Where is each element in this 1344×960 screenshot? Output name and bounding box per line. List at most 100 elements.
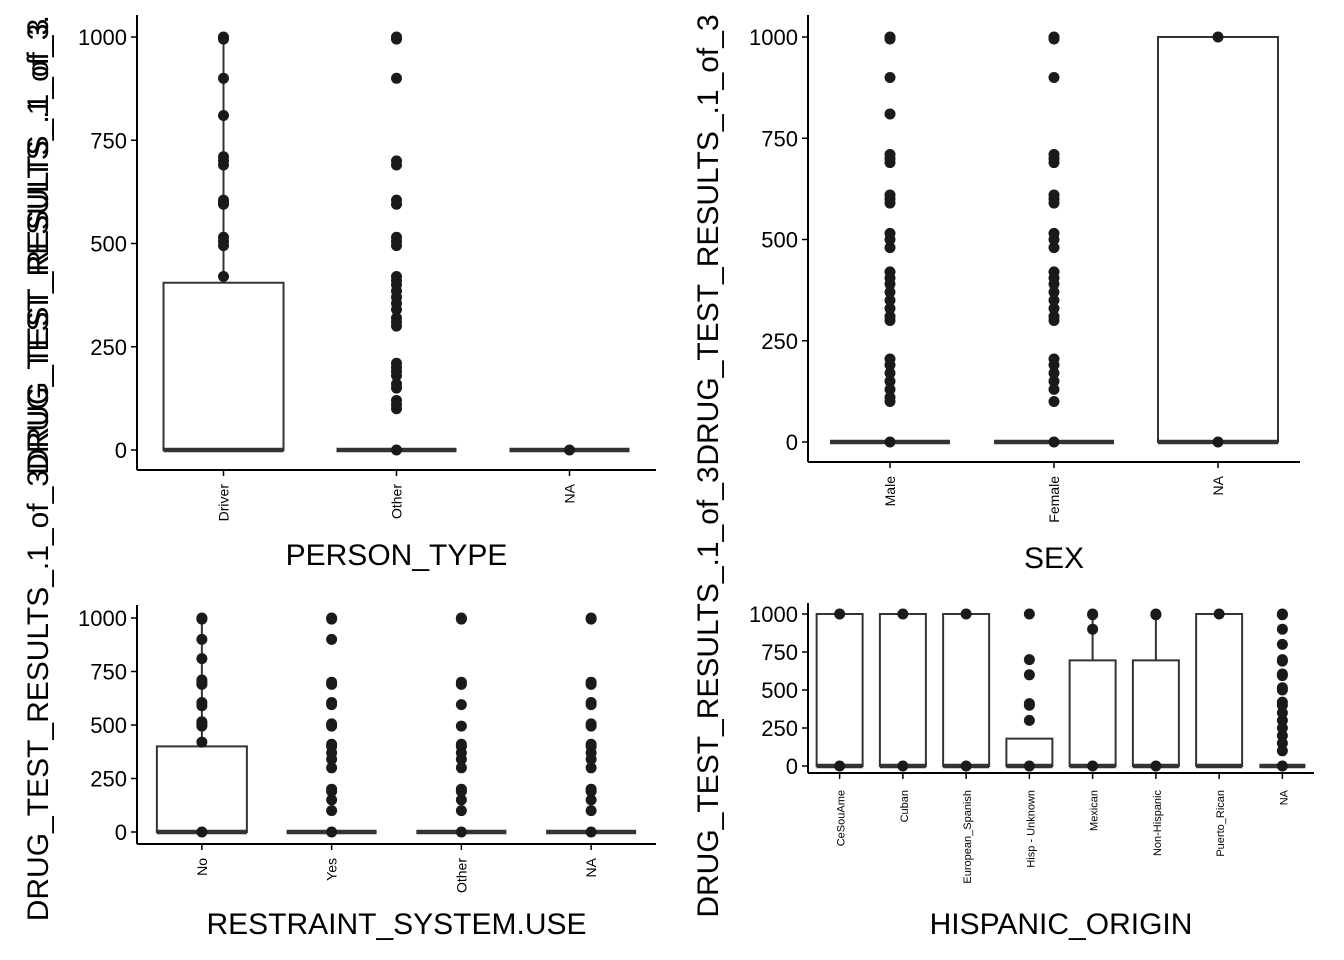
box-body (162, 281, 285, 451)
box-puerto-rican (1195, 608, 1244, 769)
outlier-point (960, 608, 972, 620)
x-tick-label: NA (1278, 789, 1290, 805)
outlier-point (196, 697, 208, 709)
y-axis-title: DRUG_TEST_RESULTS_.1_of_3. (22, 15, 55, 475)
box-body (1068, 659, 1117, 767)
x-tick-label: No (194, 858, 210, 876)
x-tick-label: CeSouAme (836, 790, 848, 846)
x-tick-label: Puerto_Rican (1215, 790, 1227, 857)
x-tick-label: Other (453, 858, 469, 893)
outlier-point (564, 444, 575, 456)
outlier-point (196, 674, 208, 686)
x-tick-label: Cuban (899, 790, 911, 822)
outlier-point (218, 271, 229, 283)
outlier-point (1048, 294, 1060, 306)
outlier-point (391, 155, 402, 167)
outlier-point (455, 762, 467, 774)
panel-hispanic-origin: 0 250 500 750 1000 CeSouAme Cuban European_Span… (692, 466, 1314, 941)
x-tick-label: Mexican (1089, 790, 1101, 831)
y-tick-label: 750 (90, 128, 127, 153)
outlier-point (391, 444, 402, 456)
outlier-point (585, 718, 597, 730)
x-tick-label: Non-Hispanic (1152, 790, 1164, 857)
y-tick-label: 0 (115, 820, 127, 845)
x-tick-label: Other (389, 484, 405, 519)
outlier-point (326, 676, 338, 688)
outlier-point (1048, 375, 1060, 387)
y-axis-title: DRUG_TEST_RESULTS_.1_of_3DRUG_TEST_RESUL… (22, 19, 55, 922)
outlier-point (326, 612, 338, 624)
outlier-point (391, 394, 402, 406)
x-axis-title: RESTRAINT_SYSTEM.USE (206, 908, 586, 941)
outlier-point (218, 72, 229, 84)
y-tick-label: 750 (90, 660, 127, 685)
outlier-point (897, 760, 909, 772)
box-male (830, 31, 950, 448)
outlier-point (1048, 302, 1060, 314)
outlier-point (1276, 668, 1288, 680)
outlier-point (585, 783, 597, 795)
outlier-point (326, 794, 338, 806)
outlier-point (1023, 654, 1035, 666)
outlier-point (1048, 286, 1060, 298)
outlier-point (391, 31, 402, 43)
x-tick-label: Yes (324, 858, 340, 881)
outlier-point (218, 109, 229, 121)
outlier-point (455, 720, 467, 732)
outlier-point (884, 148, 896, 160)
y-tick-label: 1000 (749, 25, 798, 50)
y-tick-label: 500 (761, 228, 798, 253)
outlier-point (1048, 227, 1060, 239)
outlier-point (884, 353, 896, 365)
outlier-point (391, 194, 402, 206)
box-na (509, 444, 630, 456)
box-na (546, 612, 637, 838)
outlier-point (884, 266, 896, 278)
box-european-spanish (942, 608, 991, 772)
outlier-point (1276, 608, 1288, 620)
y-tick-label: 750 (761, 640, 798, 665)
outlier-point (1048, 148, 1060, 160)
outlier-point (1048, 266, 1060, 278)
outlier-point (884, 108, 896, 120)
outlier-point (391, 271, 402, 283)
outlier-point (1023, 698, 1035, 710)
panel-person-type: 0 250 500 750 1000 Driver Other NA PERSON_TYPE DR… (22, 15, 656, 572)
y-tick-label: 250 (90, 767, 127, 792)
box-body (1131, 659, 1180, 767)
outlier-point (455, 676, 467, 688)
outlier-point (326, 697, 338, 709)
box-na (1259, 608, 1306, 772)
box-cesouame (815, 608, 864, 772)
outlier-point (585, 794, 597, 806)
y-tick-label: 250 (90, 335, 127, 360)
box-body (155, 745, 248, 834)
box-cuban (878, 608, 927, 772)
outlier-point (884, 436, 896, 448)
y-tick-label: 1000 (78, 25, 127, 50)
outlier-point (1276, 722, 1288, 734)
outlier-point (391, 378, 402, 390)
outlier-point (1276, 730, 1288, 742)
outlier-point (884, 189, 896, 201)
y-tick-label: 250 (761, 329, 798, 354)
outlier-point (884, 383, 896, 395)
outlier-point (196, 826, 208, 838)
panel-restraint-system-use: 0 250 500 750 1000 No Yes Other NA RESTRAINT_SYST… (22, 19, 656, 941)
box-other (336, 31, 457, 456)
y-tick-label: 500 (90, 232, 127, 257)
outlier-point (391, 312, 402, 324)
outlier-point (960, 760, 972, 772)
box-mexican (1068, 608, 1117, 772)
box-other (416, 612, 507, 838)
outlier-point (391, 72, 402, 84)
outlier-point (834, 608, 846, 620)
outlier-point (585, 676, 597, 688)
outlier-point (585, 697, 597, 709)
y-tick-label: 0 (786, 754, 798, 779)
outlier-point (1048, 310, 1060, 322)
y-axis-title: DRUG_TEST_RESULTS_.1_of_3 (692, 466, 725, 917)
outlier-point (884, 242, 896, 254)
outlier-point (1276, 737, 1288, 749)
